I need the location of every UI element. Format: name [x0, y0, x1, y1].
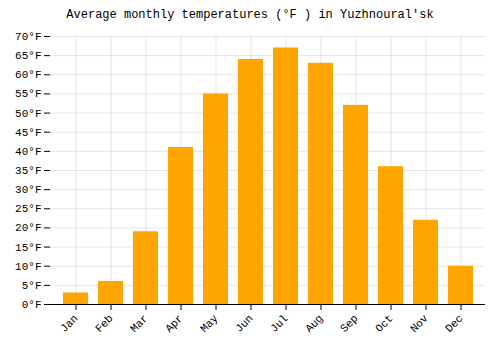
svg-text:Dec: Dec: [443, 312, 465, 334]
svg-text:15°F: 15°F: [15, 242, 41, 254]
svg-text:May: May: [198, 312, 221, 335]
svg-text:Feb: Feb: [93, 312, 115, 334]
svg-text:Jul: Jul: [268, 312, 290, 334]
svg-text:Oct: Oct: [373, 312, 395, 334]
svg-text:10°F: 10°F: [15, 261, 41, 273]
svg-text:45°F: 45°F: [15, 127, 41, 139]
svg-text:35°F: 35°F: [15, 165, 41, 177]
svg-text:60°F: 60°F: [15, 69, 41, 81]
svg-text:30°F: 30°F: [15, 184, 41, 196]
svg-text:25°F: 25°F: [15, 203, 41, 215]
svg-text:Jan: Jan: [58, 312, 80, 334]
svg-text:Aug: Aug: [303, 312, 325, 334]
html-text:Average monthly temperatures (: Average monthly temperatures (°F ) in Yu…: [66, 8, 434, 22]
svg-text:50°F: 50°F: [15, 108, 41, 120]
svg-text:20°F: 20°F: [15, 222, 41, 234]
svg-text:65°F: 65°F: [15, 50, 41, 62]
svg-text:40°F: 40°F: [15, 146, 41, 158]
svg-text:Jun: Jun: [233, 312, 255, 334]
svg-text:70°F: 70°F: [15, 31, 41, 43]
svg-text:Nov: Nov: [408, 312, 431, 335]
svg-text:55°F: 55°F: [15, 88, 41, 100]
svg-text:5°F: 5°F: [22, 280, 42, 292]
svg-text:Sep: Sep: [338, 312, 360, 334]
svg-text:Apr: Apr: [163, 312, 185, 334]
svg-text:0°F: 0°F: [22, 299, 42, 311]
svg-text:Mar: Mar: [128, 312, 150, 334]
